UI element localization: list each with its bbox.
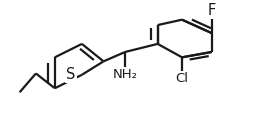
Text: F: F xyxy=(208,3,216,18)
Text: S: S xyxy=(66,67,76,82)
Text: NH₂: NH₂ xyxy=(113,68,138,81)
Text: Cl: Cl xyxy=(175,72,188,85)
